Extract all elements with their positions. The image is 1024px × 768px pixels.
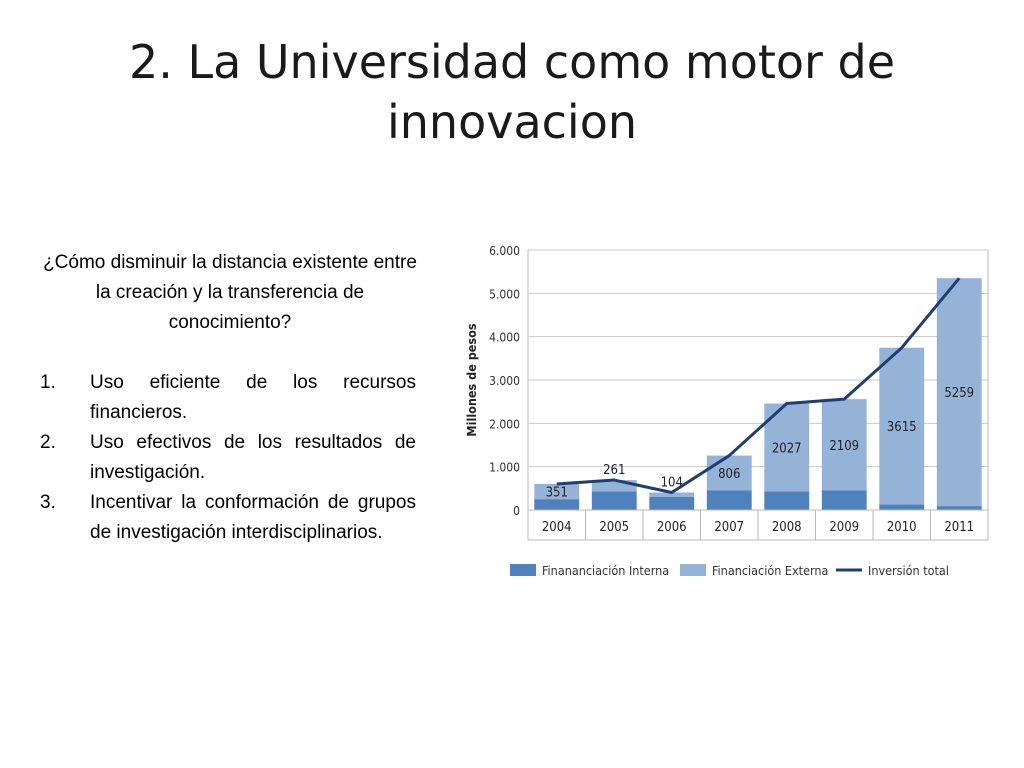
bar-interna: [764, 491, 810, 510]
x-tick-label: 2009: [829, 520, 859, 535]
bar-externa: [936, 278, 982, 507]
list-item: 2. Uso efectivos de los resultados de in…: [40, 428, 416, 488]
y-tick-label: 5.000: [489, 287, 520, 301]
legend-swatch: [680, 564, 706, 576]
y-tick-label: 6.000: [489, 244, 520, 258]
bar-interna: [649, 497, 695, 510]
y-tick-label: 4.000: [489, 331, 520, 345]
x-tick-label: 2006: [657, 520, 687, 535]
data-label: 2027: [772, 441, 802, 456]
data-label: 2109: [829, 439, 859, 454]
bar-externa: [649, 492, 695, 497]
list-item: 3. Incentivar la conformación de grupos …: [40, 488, 416, 548]
legend-label: Inversión total: [868, 563, 949, 578]
line-inversion-total: [556, 277, 961, 494]
bar-interna: [534, 499, 580, 510]
bar-externa: [591, 480, 637, 492]
data-label: 5259: [944, 386, 974, 401]
y-tick-label: 0: [513, 504, 520, 518]
legend-label: Finananciación Interna: [542, 563, 669, 578]
bar-interna: [821, 490, 867, 510]
data-label: 806: [718, 467, 740, 482]
chart-svg: 0 1.000 2.000 3.000 4.000 5.000 6.000 Millones …: [464, 244, 989, 578]
data-label: 351: [546, 486, 568, 501]
bar-externa: [879, 347, 925, 505]
y-tick-label: 3.000: [489, 374, 520, 388]
list-item: 1. Uso eficiente de los recursos financi…: [40, 368, 416, 428]
investment-chart: 0 1.000 2.000 3.000 4.000 5.000 6.000 Millones …: [440, 230, 1000, 600]
points-list: 1. Uso eficiente de los recursos financi…: [40, 368, 416, 548]
bar-externa: [821, 399, 867, 491]
bar-externa: [706, 455, 752, 491]
list-item-number: 3.: [40, 492, 56, 513]
x-tick-label: 2005: [599, 520, 629, 535]
list-item-text: Uso eficiente de los recursos financiero…: [90, 372, 416, 423]
list-item-text: Incentivar la conformación de grupos de …: [90, 492, 416, 543]
y-tick-label: 1.000: [489, 461, 520, 475]
data-label: 261: [603, 463, 625, 478]
x-tick-label: 2008: [772, 520, 802, 535]
y-axis-label: Millones de pesos: [464, 323, 479, 436]
bar-interna: [879, 504, 925, 510]
slide-title: 2. La Universidad como motor de innovaci…: [128, 35, 896, 149]
list-item-number: 1.: [40, 372, 56, 393]
legend-swatch: [510, 564, 536, 576]
data-label: 104: [661, 475, 683, 490]
x-tick-label: 2007: [714, 520, 744, 535]
data-label: 3615: [887, 420, 917, 435]
bar-externa: [534, 483, 580, 500]
bar-interna: [591, 491, 637, 510]
list-item-text: Uso efectivos de los resultados de inves…: [90, 432, 416, 483]
bar-interna: [936, 506, 982, 510]
x-tick-label: 2004: [542, 520, 572, 535]
x-tick-label: 2010: [887, 520, 917, 535]
question-text: ¿Cómo disminuir la distancia existente e…: [43, 252, 417, 333]
bar-interna: [706, 490, 752, 510]
y-tick-label: 2.000: [489, 417, 520, 431]
x-tick-label: 2011: [944, 520, 974, 535]
list-item-number: 2.: [40, 432, 56, 453]
legend-label: Financiación Externa: [712, 563, 828, 578]
